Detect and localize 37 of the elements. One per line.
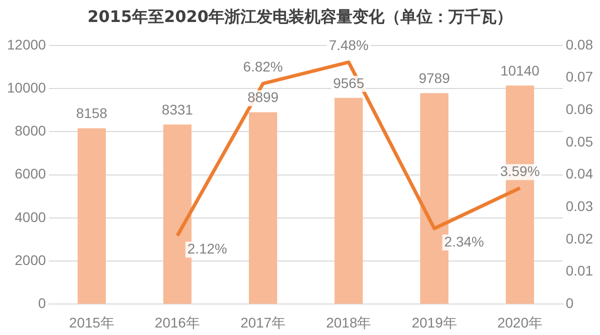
y2-tick-label: 0.06 xyxy=(566,100,594,117)
x-tick-label: 2017年 xyxy=(240,314,286,330)
bar xyxy=(248,112,278,304)
y2-tick-label: 0.02 xyxy=(566,230,594,246)
data-label: 3.59% xyxy=(500,162,540,179)
chart-title: 2015年至2020年浙江发电装机容量变化（单位：万千瓦） xyxy=(86,6,514,28)
y-tick-label: 12000 xyxy=(6,36,46,52)
x-tick-label: 2016年 xyxy=(154,314,200,330)
bar xyxy=(78,128,106,304)
data-label: 8158 xyxy=(76,105,108,122)
y2-tick-label: 0.04 xyxy=(566,166,594,182)
x-tick-label: 2020年 xyxy=(497,314,543,330)
data-label: 7.48% xyxy=(328,37,369,54)
x-tick-label: 2019年 xyxy=(412,314,457,330)
y-tick-label: 2000 xyxy=(14,252,46,268)
data-label: 2.12% xyxy=(187,240,228,256)
y2-tick-label: 0.05 xyxy=(566,133,594,150)
y2-tick-label: 0.01 xyxy=(566,262,594,279)
y-tick-label: 6000 xyxy=(14,166,46,182)
y-tick-label: 10000 xyxy=(6,79,46,96)
data-label: 6.82% xyxy=(243,58,283,74)
y-tick-label: 0 xyxy=(38,295,46,312)
data-label: 8331 xyxy=(162,101,194,118)
y2-tick-label: 0.07 xyxy=(566,68,594,85)
y-tick-label: 4000 xyxy=(14,208,46,225)
y2-tick-label: 0.08 xyxy=(566,36,594,52)
y2-tick-label: 0.03 xyxy=(566,198,594,214)
data-label: 10140 xyxy=(500,62,540,78)
y2-tick-label: 0 xyxy=(566,295,574,312)
bar xyxy=(334,98,363,304)
data-label: 9565 xyxy=(333,74,364,91)
y-tick-label: 8000 xyxy=(14,122,46,139)
x-tick-label: 2018年 xyxy=(326,314,372,330)
data-label: 2.34% xyxy=(444,233,484,250)
data-label: 8899 xyxy=(247,89,279,106)
data-label: 9789 xyxy=(418,70,450,86)
x-tick-label: 2015年 xyxy=(69,314,114,330)
